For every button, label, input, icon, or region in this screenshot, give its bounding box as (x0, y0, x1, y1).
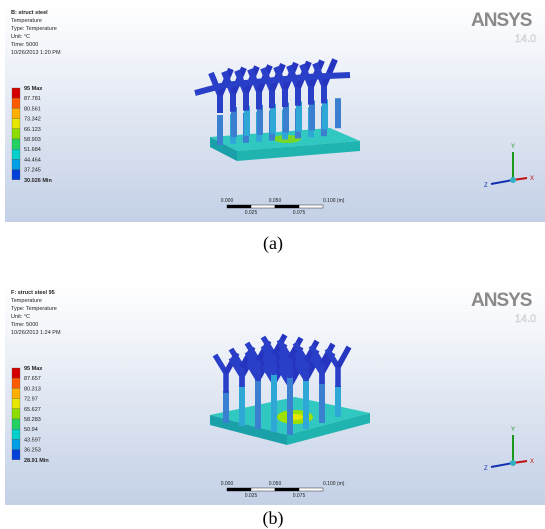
fin (303, 379, 309, 411)
legend-swatch (12, 170, 20, 180)
result-info: F: struct steel 95 (11, 290, 55, 296)
result-info: Time: 5000 (11, 42, 38, 48)
fin (309, 100, 315, 130)
fin (322, 99, 328, 129)
scale-label: 0.000 (221, 481, 234, 487)
axis-label: Y (511, 144, 515, 150)
caption: (b) (263, 508, 284, 529)
result-info: 10/26/2013 1:24 PM (11, 330, 61, 336)
legend-swatch (12, 429, 20, 439)
fin (319, 382, 325, 414)
fin (271, 373, 277, 405)
screenshot-panel: F: struct steel 95 Temperature Type: Tempe… (5, 285, 545, 505)
logo: ANSYS (471, 290, 532, 311)
figure: B: struct steel Temperature Type: Temperat… (0, 0, 545, 529)
legend-swatch (12, 159, 20, 169)
scale-label: 0.050 (269, 198, 282, 204)
fin (335, 98, 341, 128)
axis-label: X (530, 459, 534, 465)
result-info: Type: Temperature (11, 306, 57, 312)
axis-label: Y (511, 427, 515, 433)
legend-swatch (12, 419, 20, 429)
legend-swatch (12, 98, 20, 108)
legend-label: 50.94 (24, 427, 38, 433)
legend-label: 58.283 (24, 417, 41, 423)
fin (255, 379, 261, 411)
triad-center (510, 177, 516, 183)
legend-label: 65.627 (24, 407, 41, 413)
legend-swatch (12, 378, 20, 388)
version: 14.0 (515, 33, 536, 45)
scale-label: 0.075 (293, 210, 306, 216)
legend-label: 58.903 (24, 137, 41, 143)
caption: (a) (263, 233, 283, 254)
fin (239, 385, 245, 417)
legend-label: 28.91 Min (24, 458, 49, 464)
legend-swatch (12, 450, 20, 460)
result-info: Unit: °C (11, 34, 30, 40)
legend-swatch (12, 409, 20, 419)
legend-swatch (12, 129, 20, 139)
scale-segment (227, 205, 251, 208)
legend-swatch (12, 399, 20, 409)
scale-segment (227, 488, 251, 491)
legend-swatch (12, 368, 20, 378)
legend-label: 80.313 (24, 386, 41, 392)
scale-label: 0.100 (m) (323, 481, 345, 487)
legend-label: 36.253 (24, 448, 41, 454)
scale-segment (251, 205, 275, 208)
axis-label: X (530, 176, 534, 182)
legend-swatch (12, 388, 20, 398)
legend-label: 43.597 (24, 437, 41, 443)
result-info: Unit: °C (11, 314, 30, 320)
legend-label: 37.245 (24, 168, 41, 174)
scale-label: 0.025 (245, 493, 258, 499)
fin (296, 102, 302, 132)
legend-swatch (12, 119, 20, 129)
fin (335, 385, 341, 417)
legend-label: 87.657 (24, 376, 41, 382)
legend-swatch (12, 88, 20, 98)
legend-label: 80.561 (24, 106, 41, 112)
legend-swatch (12, 108, 20, 118)
screenshot-panel: B: struct steel Temperature Type: Temperat… (5, 5, 545, 222)
axis-label: Z (484, 466, 488, 472)
scale-segment (251, 488, 275, 491)
result-info: Temperature (11, 298, 42, 304)
legend-swatch (12, 149, 20, 159)
axis-label: Z (484, 183, 488, 189)
legend-label: 30.026 Min (24, 178, 52, 184)
legend-swatch (12, 439, 20, 449)
result-info: B: struct steel (11, 10, 48, 16)
logo: ANSYS (471, 10, 532, 31)
fin (217, 115, 223, 145)
scale-label: 0.050 (269, 481, 282, 487)
scale-label: 0.100 (m) (323, 198, 345, 204)
result-info: 10/26/2013 1:20 PM (11, 50, 61, 56)
scale-segment (299, 205, 323, 208)
result-info: Time: 5000 (11, 322, 38, 328)
legend-label: 51.684 (24, 147, 41, 153)
triad-center (510, 460, 516, 466)
result-info: Temperature (11, 18, 42, 24)
legend-label: 66.123 (24, 127, 41, 133)
scale-segment (275, 488, 299, 491)
scale-segment (299, 488, 323, 491)
version: 14.0 (515, 313, 536, 325)
legend-swatch (12, 139, 20, 149)
scale-label: 0.025 (245, 210, 258, 216)
fin (223, 391, 229, 423)
legend-label: 87.781 (24, 96, 41, 102)
fin (287, 376, 293, 408)
scale-segment (275, 205, 299, 208)
legend-label: 72.97 (24, 397, 38, 403)
legend-label: 95 Max (24, 366, 43, 372)
legend-label: 44.464 (24, 157, 41, 163)
scale-label: 0.075 (293, 493, 306, 499)
legend-label: 95 Max (24, 86, 43, 92)
legend-label: 73.342 (24, 117, 41, 123)
scale-label: 0.000 (221, 198, 234, 204)
result-info: Type: Temperature (11, 26, 57, 32)
fin (283, 103, 289, 133)
